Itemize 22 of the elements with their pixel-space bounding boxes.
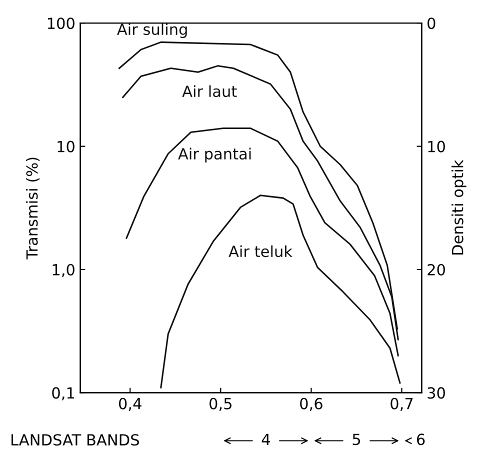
y-axis-title: Transmisi (%) <box>26 158 40 260</box>
x-tick-label: 0,5 <box>210 398 232 411</box>
y2-tick-label: 30 <box>428 387 445 399</box>
text: 4 <box>262 434 270 445</box>
y2-tick-label: 0 <box>428 18 436 30</box>
x-tick-label: 0,6 <box>300 398 322 411</box>
text: 6 <box>416 434 425 446</box>
y-tick-label: 1,0 <box>52 264 74 278</box>
series-label: Air suling <box>117 23 187 38</box>
y-tick-label: 100 <box>48 18 74 30</box>
text: LANDSAT BANDS <box>12 434 139 446</box>
text: 5 <box>352 434 360 446</box>
x-tick-label: 0,7 <box>390 398 413 411</box>
y2-axis-title: Densiti optik <box>452 160 466 255</box>
y2-tick-label: 20 <box>428 264 445 276</box>
y-tick-label: 0,1 <box>52 387 74 400</box>
y2-tick-label: 10 <box>428 140 445 152</box>
x-tick-label: 0,4 <box>118 398 142 411</box>
series-label: Air teluk <box>228 245 292 258</box>
y-tick-label: 10 <box>58 140 74 152</box>
series-label: Air laut <box>182 85 237 98</box>
series-label: Air pantai <box>178 148 251 163</box>
